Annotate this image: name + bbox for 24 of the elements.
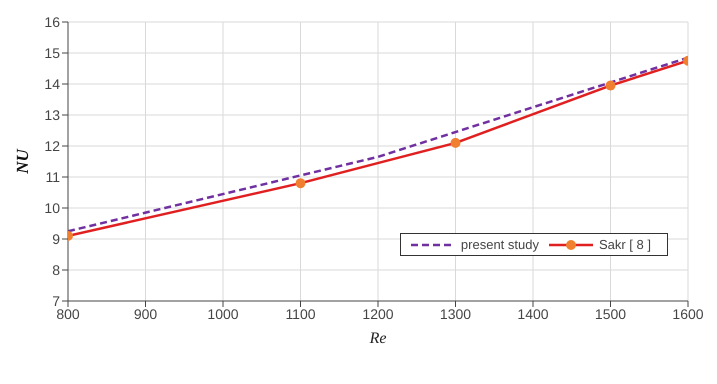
point	[450, 138, 460, 148]
point	[606, 80, 616, 91]
x-tick-label: 1000	[207, 306, 239, 322]
x-tick-label: 1300	[440, 306, 472, 322]
y-tick-label: 10	[44, 200, 60, 216]
x-tick-label: 1200	[362, 306, 394, 322]
y-axis-title: NU	[13, 148, 32, 175]
x-tick-label: 1500	[594, 306, 626, 322]
x-tick-label: 1600	[672, 306, 704, 322]
x-tick-label: 1100	[285, 306, 316, 322]
y-tick-label: 16	[44, 14, 60, 30]
x-axis-title: Re	[368, 330, 386, 347]
y-tick-label: 11	[45, 168, 60, 185]
legend-label: present study	[460, 237, 539, 252]
y-tick-label: 14	[44, 76, 60, 92]
y-tick-label: 8	[52, 262, 60, 278]
y-tick-label: 15	[44, 44, 60, 61]
y-tick-label: 13	[44, 106, 60, 123]
x-tick-label: 900	[134, 306, 158, 322]
x-tick-label: 1400	[517, 306, 549, 322]
legend-label: Sakr [ 8 ]	[598, 237, 651, 252]
point	[296, 178, 306, 188]
y-tick-label: 12	[44, 138, 60, 154]
y-tick-label: 9	[52, 230, 60, 247]
